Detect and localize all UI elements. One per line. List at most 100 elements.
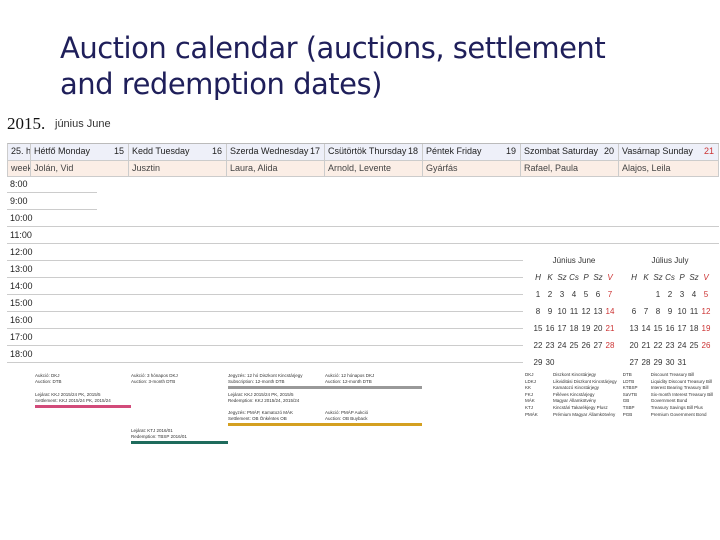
mini-day[interactable]: 27 xyxy=(593,341,603,350)
day-number: 20 xyxy=(603,146,614,156)
weekday: Sz xyxy=(593,273,603,282)
hour-row[interactable]: 18:00 xyxy=(7,346,523,363)
mini-day[interactable]: 19 xyxy=(581,324,591,333)
mini-day[interactable]: 25 xyxy=(689,341,699,350)
mini-day[interactable]: 18 xyxy=(569,324,579,333)
hour-row[interactable]: 16:00 xyxy=(7,312,523,329)
mini-day[interactable]: 10 xyxy=(677,307,687,316)
hour-row[interactable]: 14:00 xyxy=(7,278,523,295)
mini-day[interactable]: 1 xyxy=(535,290,541,299)
mini-day[interactable]: 1 xyxy=(655,290,661,299)
mini-week: 15 16 17 18 19 20 21 xyxy=(532,320,616,337)
hour-row[interactable]: 15:00 xyxy=(7,295,523,312)
mini-day[interactable]: 14 xyxy=(641,324,651,333)
abbr-key: MÁK xyxy=(525,398,535,404)
abbr-text: Discount Treasury Bill xyxy=(650,372,695,377)
mini-day[interactable]: 13 xyxy=(629,324,639,333)
mini-day[interactable]: 28 xyxy=(641,358,651,367)
mini-day[interactable]: 4 xyxy=(571,290,577,299)
mini-day[interactable]: 22 xyxy=(653,341,663,350)
mini-day[interactable]: 6 xyxy=(595,290,601,299)
mini-day[interactable]: 23 xyxy=(665,341,675,350)
hour-row[interactable]: 11:00 xyxy=(7,227,719,244)
mini-day[interactable]: 16 xyxy=(545,324,555,333)
hour-row[interactable]: 12:00 xyxy=(7,244,523,261)
mini-day[interactable]: 13 xyxy=(593,307,603,316)
mini-day[interactable]: 9 xyxy=(667,307,673,316)
day-name: Szerda Wednesday xyxy=(230,146,309,156)
mini-day[interactable]: 12 xyxy=(701,307,711,316)
mini-day[interactable]: 8 xyxy=(655,307,661,316)
mini-day[interactable]: 9 xyxy=(547,307,553,316)
mini-day[interactable]: 31 xyxy=(677,358,687,367)
day-header[interactable]: Szerda Wednesday 17 xyxy=(227,144,325,160)
hour-row[interactable]: 17:00 xyxy=(7,329,523,346)
mini-day[interactable]: 30 xyxy=(665,358,675,367)
mini-day[interactable]: 22 xyxy=(533,341,543,350)
abbr-row: KTBSP Interest Bearing Treasury Bill xyxy=(623,385,714,392)
mini-day[interactable]: 12 xyxy=(581,307,591,316)
calendar-month: június June xyxy=(55,118,111,130)
mini-day[interactable]: 15 xyxy=(653,324,663,333)
day-header[interactable]: Hétfő Monday 15 xyxy=(31,144,129,160)
abbr-text: Government Bond xyxy=(650,398,688,404)
mini-day[interactable]: 26 xyxy=(581,341,591,350)
mini-day[interactable]: 2 xyxy=(547,290,553,299)
mini-day[interactable]: 3 xyxy=(559,290,565,299)
mini-day[interactable]: 27 xyxy=(629,358,639,367)
abbr-text: Magyar Államkötvény xyxy=(553,398,597,404)
mini-day[interactable]: 5 xyxy=(583,290,589,299)
mini-day[interactable]: 11 xyxy=(689,307,699,316)
mini-day[interactable]: 8 xyxy=(535,307,541,316)
mini-day[interactable]: 2 xyxy=(667,290,673,299)
mini-day[interactable]: 29 xyxy=(653,358,663,367)
mini-day[interactable]: 5 xyxy=(703,290,709,299)
week-grid: 25. hét Hétfő Monday 15 Kedd Tuesday 16 Sz… xyxy=(7,143,719,177)
abbr-key: TSBP xyxy=(622,404,635,410)
day-number: 15 xyxy=(113,146,124,156)
day-header[interactable]: Péntek Friday 19 xyxy=(423,144,521,160)
mini-day[interactable]: 17 xyxy=(557,324,567,333)
mini-day[interactable]: 11 xyxy=(569,307,579,316)
mini-day[interactable]: 25 xyxy=(569,341,579,350)
hour-row[interactable]: 13:00 xyxy=(7,261,523,278)
mini-day[interactable]: 21 xyxy=(641,341,651,350)
mini-day[interactable]: 6 xyxy=(631,307,637,316)
mini-day[interactable]: 21 xyxy=(605,324,615,333)
hour-row[interactable]: 9:00 xyxy=(7,193,97,210)
day-name: Vasárnap Sunday xyxy=(622,146,693,156)
mini-day[interactable]: 17 xyxy=(677,324,687,333)
mini-day[interactable]: 14 xyxy=(605,307,615,316)
day-header[interactable]: Szombat Saturday 20 xyxy=(521,144,619,160)
mini-day[interactable]: 15 xyxy=(533,324,543,333)
mini-day[interactable]: 3 xyxy=(679,290,685,299)
nameday: Jusztin xyxy=(129,161,227,176)
mini-day[interactable]: 10 xyxy=(557,307,567,316)
abbreviation-table: DKJ Diszkont Kincstárjegy LDKJ Likviditási… xyxy=(525,372,713,418)
mini-day[interactable]: 24 xyxy=(557,341,567,350)
mini-day[interactable]: 28 xyxy=(605,341,615,350)
day-header[interactable]: Csütörtök Thursday 18 xyxy=(325,144,423,160)
hour-row[interactable]: 8:00 xyxy=(7,176,97,193)
mini-day[interactable]: 24 xyxy=(677,341,687,350)
mini-day[interactable]: 16 xyxy=(665,324,675,333)
mini-day[interactable]: 7 xyxy=(643,307,649,316)
abbr-text: Interest Bearing Treasury Bill xyxy=(650,385,709,391)
mini-day[interactable]: 4 xyxy=(691,290,697,299)
mini-day[interactable]: 7 xyxy=(607,290,613,299)
mini-day[interactable]: 30 xyxy=(545,358,555,367)
weekday: Sz xyxy=(689,273,699,282)
weekday: K xyxy=(547,273,553,282)
mini-day[interactable]: 20 xyxy=(629,341,639,350)
day-header[interactable]: Vasárnap Sunday 21 xyxy=(619,144,719,160)
mini-week: 6 7 8 9 10 11 12 xyxy=(628,303,712,320)
mini-day[interactable]: 29 xyxy=(533,358,543,367)
day-header[interactable]: Kedd Tuesday 16 xyxy=(129,144,227,160)
mini-day[interactable]: 23 xyxy=(545,341,555,350)
mini-day[interactable]: 18 xyxy=(689,324,699,333)
day-number: 21 xyxy=(703,146,714,156)
mini-day[interactable]: 26 xyxy=(701,341,711,350)
hour-row[interactable]: 10:00 xyxy=(7,210,719,227)
mini-day[interactable]: 20 xyxy=(593,324,603,333)
mini-day[interactable]: 19 xyxy=(701,324,711,333)
